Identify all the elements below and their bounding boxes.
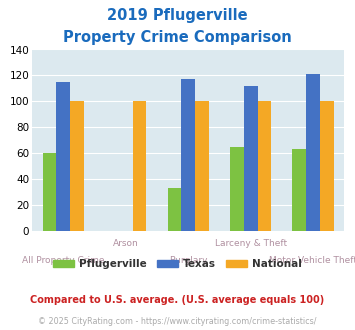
Text: © 2025 CityRating.com - https://www.cityrating.com/crime-statistics/: © 2025 CityRating.com - https://www.city… (38, 317, 317, 326)
Bar (43, 153, 56, 231)
Text: Compared to U.S. average. (U.S. average equals 100): Compared to U.S. average. (U.S. average … (31, 295, 324, 305)
Bar (132, 101, 146, 231)
Text: Arson: Arson (113, 239, 138, 248)
Bar (244, 86, 257, 231)
Bar (320, 101, 334, 231)
Text: Burglary: Burglary (169, 256, 207, 265)
Bar (168, 188, 181, 231)
Bar (70, 101, 84, 231)
Text: Motor Vehicle Theft: Motor Vehicle Theft (269, 256, 355, 265)
Legend: Pflugerville, Texas, National: Pflugerville, Texas, National (49, 255, 306, 274)
Text: Property Crime Comparison: Property Crime Comparison (63, 30, 292, 45)
Bar (56, 82, 70, 231)
Text: 2019 Pflugerville: 2019 Pflugerville (107, 8, 248, 23)
Text: All Property Crime: All Property Crime (22, 256, 104, 265)
Bar (293, 149, 306, 231)
Bar (181, 79, 195, 231)
Bar (306, 74, 320, 231)
Bar (195, 101, 209, 231)
Text: Larceny & Theft: Larceny & Theft (214, 239, 287, 248)
Bar (230, 147, 244, 231)
Bar (257, 101, 271, 231)
